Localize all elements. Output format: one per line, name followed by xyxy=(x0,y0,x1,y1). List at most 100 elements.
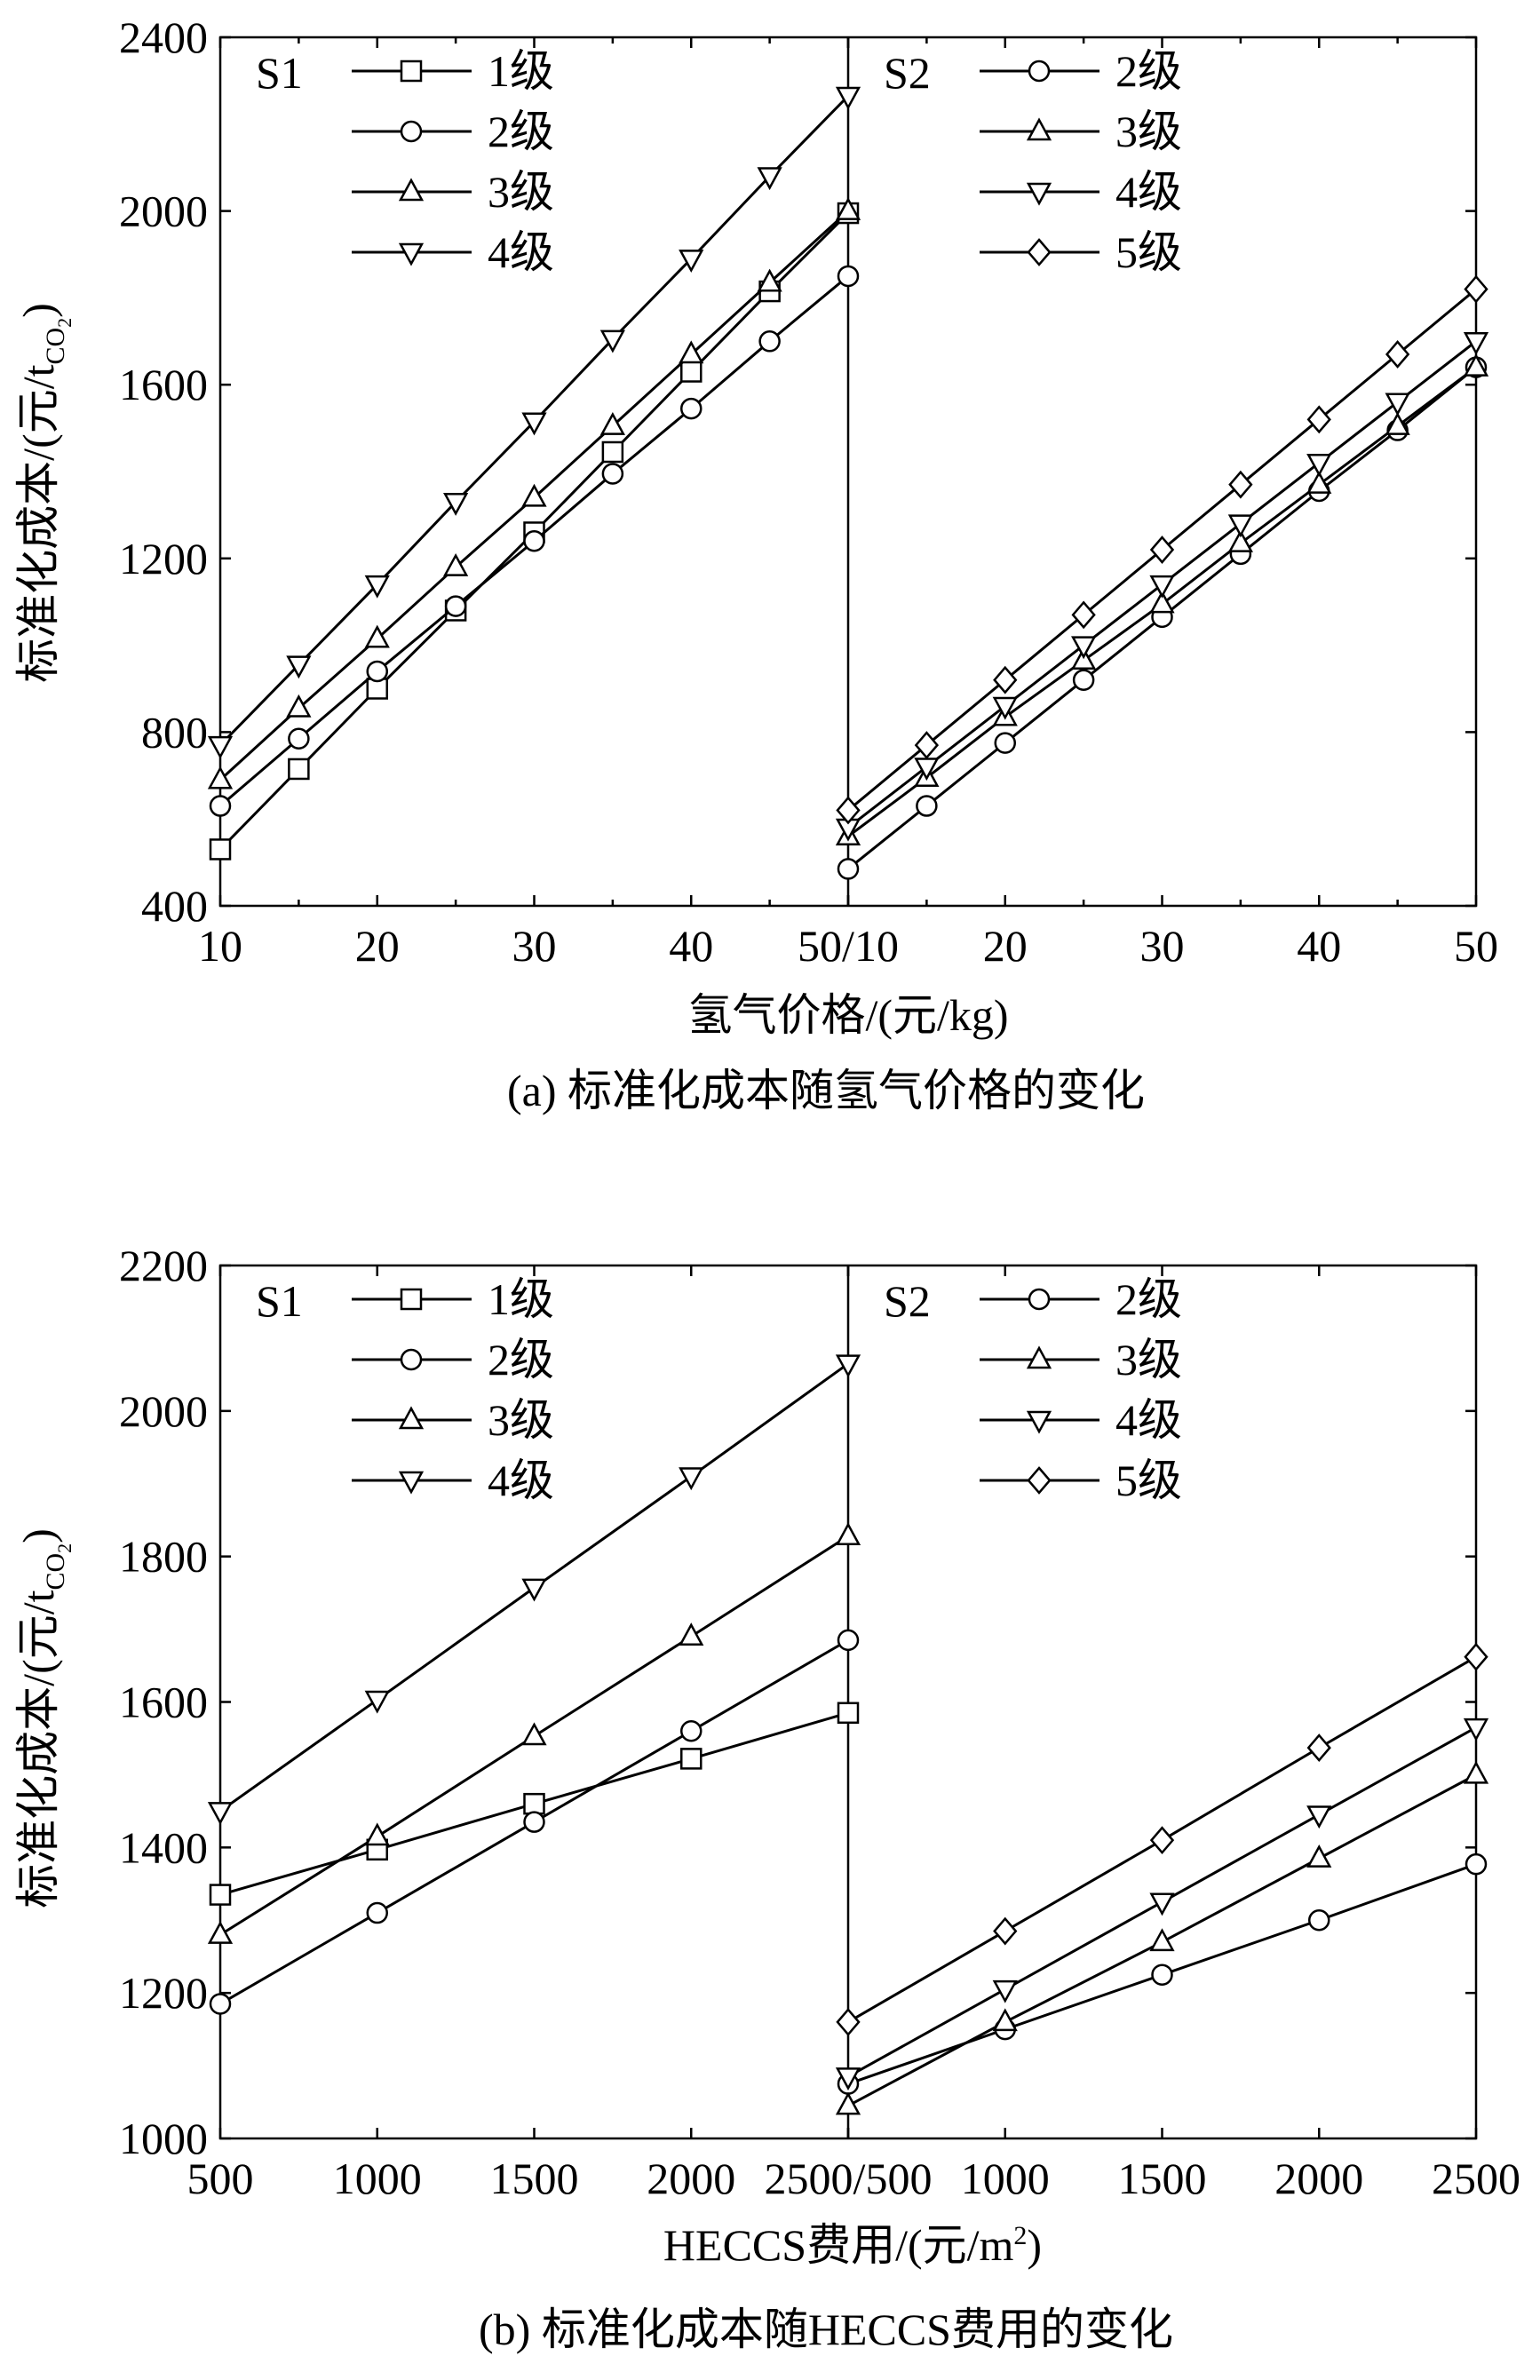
chart-b-s1-series-1-point xyxy=(837,1702,860,1725)
chart-a-s2-series-1-point xyxy=(1072,669,1095,691)
chart-b-ylabel-close: ) xyxy=(13,1528,63,1543)
chart-a-s1-series-2-point xyxy=(288,727,310,750)
chart-b-s2-series-3-point xyxy=(992,1979,1018,2003)
chart-b-plot: 1000 1200 1400 1600 1800 2000 2200 S1 1级 2级 3级 4级 S2… xyxy=(119,1241,1520,2203)
chart-a-s1-series-3-point xyxy=(835,196,861,220)
chart-a-s2-legend-marker xyxy=(1026,182,1052,206)
chart-b-s1-series-3-point xyxy=(521,1722,547,1746)
chart-b-s2-legend-label: 3级 xyxy=(1115,1335,1182,1384)
chart-a-s1-series-2-point xyxy=(758,330,781,353)
chart-b-s1-series-2-point xyxy=(680,1720,703,1742)
chart-b-s1-series-2-point xyxy=(366,1901,388,1924)
chart-b-s1-series-3-point xyxy=(679,1622,704,1646)
chart-a-ylabel-close: ) xyxy=(13,303,63,318)
chart-a-s2-legend-marker xyxy=(1028,60,1051,83)
chart-b-s2-legend-label: 4级 xyxy=(1115,1395,1182,1445)
chart-a-s1-series-2-point xyxy=(444,595,467,617)
svg-text:标准化成本/(元/tCO2): 标准化成本/(元/tCO2) xyxy=(13,1528,75,1908)
chart-a-s1-series-2-point xyxy=(601,463,624,485)
chart-b-s2-series-4-point xyxy=(836,2008,861,2036)
chart-a: 400 800 1200 1600 2000 2400 S1 1级 2级 3级 4级 S2 2级 3级 4级… xyxy=(13,12,1498,1115)
chart-a-s2-series-2-point xyxy=(1306,471,1332,494)
chart-a-s2-series-3-point xyxy=(1227,514,1253,538)
chart-a-s1-series-1-point xyxy=(209,838,232,861)
chart-b-s2-series-1-point xyxy=(1465,1852,1488,1876)
chart-a-y-axis-label: 标准化成本/(元/tCO2) xyxy=(13,303,75,683)
chart-a-s2-series-3-point xyxy=(1385,393,1410,416)
chart-a-s2-legend-marker xyxy=(1027,238,1052,266)
chart-a-s2-series-4-point xyxy=(836,796,861,825)
chart-b-x-tick-label: 1500 xyxy=(1118,2154,1207,2203)
chart-a-s2-series-3-point xyxy=(1463,332,1489,355)
chart-b-s2-legend-label: 5级 xyxy=(1115,1456,1182,1505)
chart-a-s2-series-4-point xyxy=(1228,470,1253,499)
chart-b-s2-series-3-point xyxy=(1463,1718,1489,1741)
chart-a-s1-legend-label: 2级 xyxy=(488,107,554,156)
chart-b-s2-series-2-point xyxy=(835,2091,861,2115)
chart-b-s2-series-2-point xyxy=(1306,1844,1332,1868)
chart-a-ylabel-main: 标准化成本/(元/t xyxy=(13,364,63,682)
chart-a-x-tick-label: 20 xyxy=(355,921,400,971)
chart-b-x-tick-label: 1500 xyxy=(490,2154,579,2203)
chart-b-x-tick-label: 500 xyxy=(187,2154,254,2203)
chart-a-x-tick-label: 30 xyxy=(1140,921,1185,971)
chart-a-s2-legend-marker xyxy=(1026,117,1052,141)
chart-a-s1-series-4-point xyxy=(364,575,390,599)
chart-b-s1-legend-marker xyxy=(398,1406,425,1430)
chart-a-s2-series-4-point xyxy=(993,665,1018,694)
chart-a-s1-series-3-point xyxy=(521,483,547,507)
chart-a-s2-legend-label: 5级 xyxy=(1115,227,1182,277)
chart-b-ylabel-sub: CO xyxy=(41,1553,70,1591)
chart-a-s2-series-1-point xyxy=(837,858,860,880)
chart-a-s2-series-4-point xyxy=(1385,340,1410,369)
chart-a-s1-series-4-point xyxy=(443,492,469,516)
chart-b-s2-series-4-point xyxy=(1306,1733,1331,1763)
chart-b-panel-label-s1: S1 xyxy=(256,1276,303,1326)
chart-b-s2-legend-marker xyxy=(1028,1288,1051,1311)
chart-b-s2-series-3-point xyxy=(1306,1805,1332,1829)
chart-b-s1-series-1-point xyxy=(680,1748,703,1770)
chart-a-y-tick-label: 2400 xyxy=(119,12,208,62)
chart-a-s2-series-2-point xyxy=(1385,412,1410,435)
chart-a-x-tick-label: 10 xyxy=(198,921,242,971)
chart-b-s2-legend-label: 2级 xyxy=(1115,1274,1182,1324)
chart-a-y-tick-label: 400 xyxy=(141,881,208,931)
chart-a-s1-series-1-point xyxy=(288,758,310,781)
chart-b-y-tick-label: 1200 xyxy=(119,1968,208,2018)
chart-a-plot: 400 800 1200 1600 2000 2400 S1 1级 2级 3级 4级 S2 2级 3级 4级… xyxy=(119,12,1498,971)
chart-a-s2-series-3-point xyxy=(1071,636,1097,660)
chart-b-s2-series-2-point xyxy=(1463,1760,1489,1784)
chart-b-x-tick-label: 2000 xyxy=(1274,2154,1363,2203)
chart-a-s2-series-3-point xyxy=(1306,453,1332,477)
chart-a-s1-legend-label: 1级 xyxy=(488,46,554,96)
chart-b-ylabel-subsub: 2 xyxy=(53,1543,75,1553)
chart-a-s2-legend-label: 3级 xyxy=(1115,107,1182,156)
chart-a-s1-series-4-point xyxy=(286,655,312,679)
chart-a-s2-series-4-point xyxy=(914,731,940,759)
chart-b-panel-label-s2: S2 xyxy=(884,1276,931,1326)
chart-b-xlabel-sup: 2 xyxy=(1013,2221,1027,2250)
chart-b-s1-series-4-point xyxy=(207,1802,234,1825)
chart-b-s1-series-2-point xyxy=(837,1629,860,1652)
chart-b-s2-series-2-point xyxy=(1149,1928,1175,1952)
chart-a-s2-legend-label: 4级 xyxy=(1115,167,1182,217)
chart-b-s1-legend-label: 1级 xyxy=(488,1274,554,1324)
chart-b-y-tick-label: 1600 xyxy=(119,1678,208,1727)
chart-b-s1-series-2-point xyxy=(523,1811,545,1833)
chart-a-s2-series-2-point xyxy=(1227,529,1253,552)
chart-a-s1-series-3-point xyxy=(757,268,782,292)
chart-a-s1-series-1-point xyxy=(680,361,703,383)
chart-b-s2-legend-marker xyxy=(1026,1410,1052,1434)
chart-a-s1-series-2-point xyxy=(523,529,545,552)
chart-a-s1-series-4-point xyxy=(207,735,234,759)
chart-a-s1-series-2-point xyxy=(680,397,703,420)
chart-a-caption: (a) 标准化成本随氢气价格的变化 xyxy=(507,1066,1145,1115)
chart-a-s1-legend-marker xyxy=(398,242,425,266)
chart-a-y-tick-label: 2000 xyxy=(119,186,208,236)
chart-a-s1-series-3-point xyxy=(364,624,390,648)
chart-b-x-axis-label: HECCS费用/(元/m2) xyxy=(663,2220,1042,2270)
chart-b-s1-legend-label: 4级 xyxy=(488,1456,554,1505)
chart-a-s1-series-3-point xyxy=(286,694,312,718)
chart-b-y-tick-label: 1000 xyxy=(119,2114,208,2163)
